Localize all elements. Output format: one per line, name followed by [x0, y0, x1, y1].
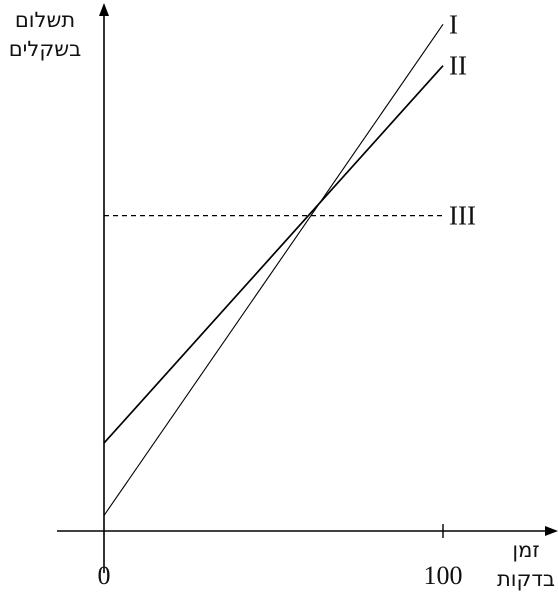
tick-layer: 0 100 — [98, 561, 463, 590]
y-axis-arrow-icon — [99, 3, 109, 16]
x-tick-label-0: 0 — [98, 561, 111, 590]
x-axis-label-line-1: זמן — [512, 538, 539, 562]
x-tick-label-100: 100 — [424, 561, 463, 590]
y-axis-label-line-1: תשלום — [15, 8, 75, 32]
y-axis-label-line-2: בשקלים — [9, 37, 82, 61]
series-label-III: III — [449, 201, 476, 231]
x-axis-arrow-icon — [545, 526, 558, 536]
series-line-II — [103, 65, 444, 444]
series-label-II: II — [449, 51, 467, 81]
x-axis-label-line-2: בדקות — [497, 567, 555, 591]
series-line-I — [103, 23, 444, 516]
series-label-I: I — [449, 9, 458, 39]
